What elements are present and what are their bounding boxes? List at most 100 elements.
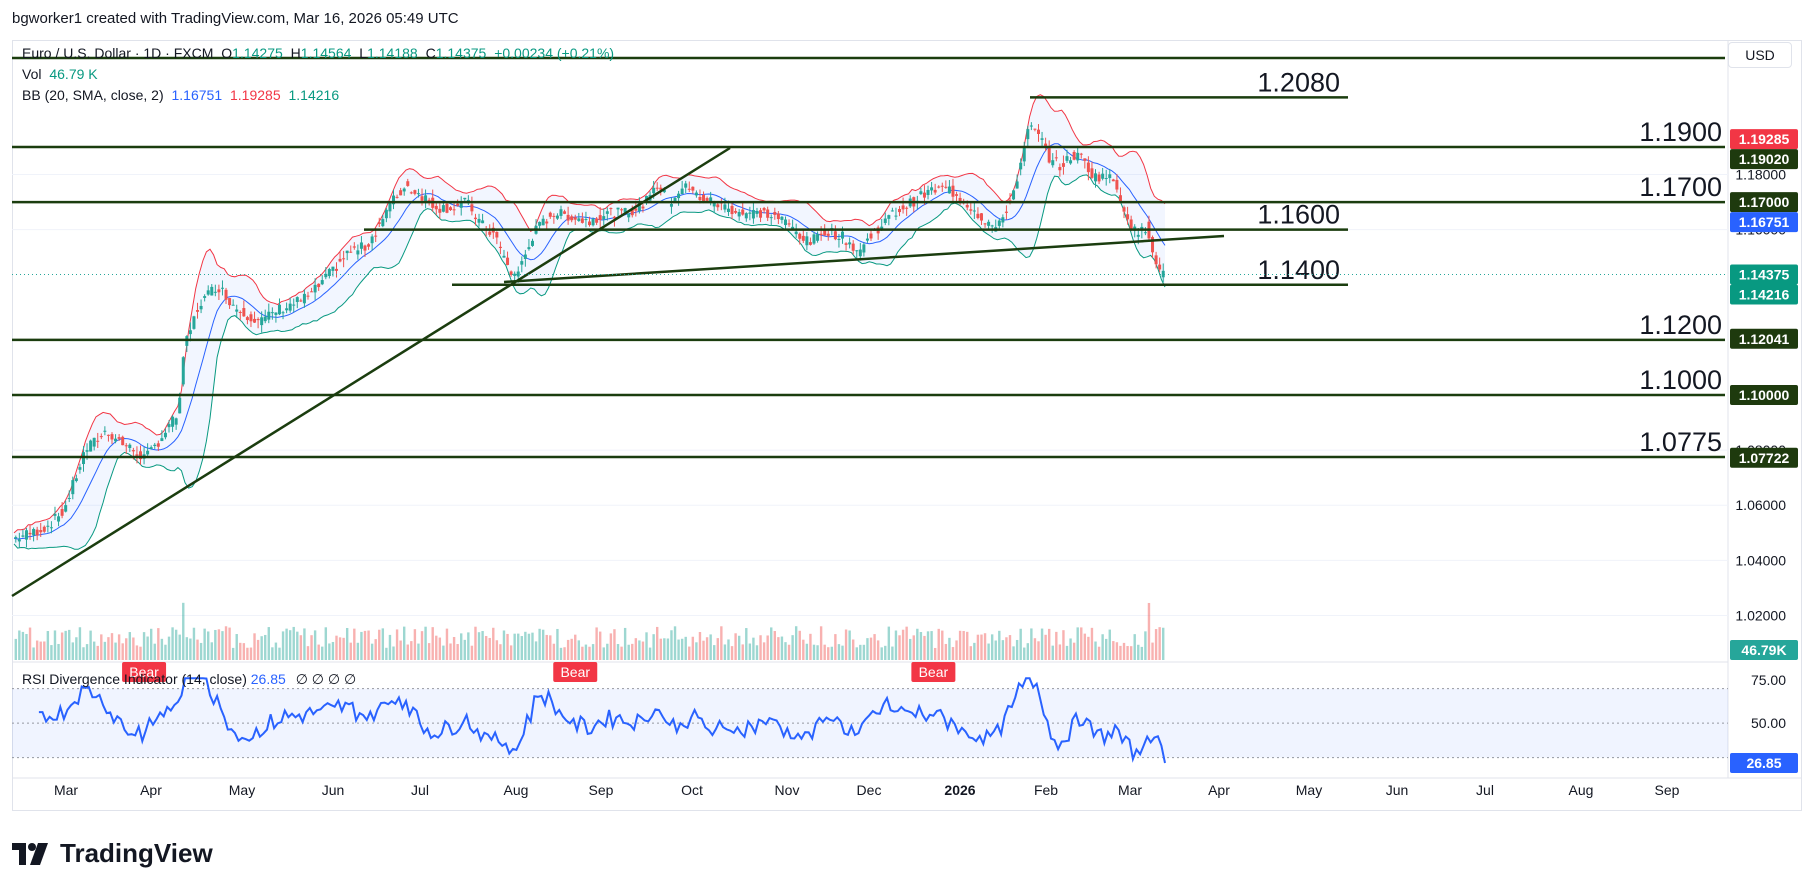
volume-bar — [727, 639, 730, 660]
candle-body — [477, 218, 481, 223]
candle-body — [823, 228, 827, 236]
candle-body — [570, 216, 574, 221]
volume-bar — [520, 636, 523, 660]
volume-bar — [431, 627, 434, 660]
volume-bar — [228, 627, 231, 660]
symbol-name[interactable]: Euro / U.S. Dollar · 1D · FXCM — [22, 45, 214, 61]
volume-bar — [449, 643, 452, 660]
candle-body — [933, 189, 937, 193]
volume-bar — [556, 628, 559, 660]
candle-body — [449, 207, 453, 211]
candle-body — [1129, 219, 1133, 230]
candle-body — [641, 206, 645, 209]
volume-bar — [823, 644, 826, 660]
candle-body — [292, 304, 296, 306]
volume-bar — [549, 635, 552, 660]
volume-bar — [249, 647, 253, 660]
chart-frame — [12, 40, 1802, 811]
rsi-label: RSI Divergence Indicator (14, close) — [22, 671, 247, 687]
volume-bar — [178, 634, 181, 660]
candle-body — [1151, 237, 1155, 253]
volume-bar — [741, 644, 744, 660]
candle-body — [224, 289, 228, 300]
volume-bar — [260, 636, 263, 660]
candle-body — [890, 210, 894, 212]
tradingview-logo[interactable]: TradingView — [12, 838, 213, 869]
candles — [14, 122, 1165, 548]
candle-body — [612, 216, 616, 219]
volume-bar — [873, 634, 876, 660]
volume-bar — [167, 636, 171, 660]
candle-body — [1108, 174, 1112, 179]
candle-body — [623, 208, 627, 213]
volume-bar — [659, 638, 662, 660]
volume-bar — [117, 634, 121, 660]
candle-body — [163, 432, 167, 438]
candle-body — [1065, 156, 1069, 161]
volume-bar — [192, 627, 196, 660]
candle-body — [110, 434, 114, 440]
time-tick-label: Sep — [589, 782, 614, 798]
volume-legend[interactable]: Vol 46.79 K — [22, 66, 102, 82]
volume-bar — [310, 635, 313, 660]
candle-body — [602, 216, 606, 220]
volume-bar — [962, 630, 965, 660]
candle-body — [819, 233, 823, 235]
candle-body — [206, 290, 210, 295]
bollinger-legend[interactable]: BB (20, SMA, close, 2) 1.16751 1.19285 1… — [22, 87, 343, 103]
candle-body — [481, 220, 485, 224]
volume-bar — [855, 647, 858, 660]
volume-bar — [705, 637, 709, 660]
volume-bar — [966, 631, 969, 660]
candle-body — [794, 231, 798, 235]
candle-body — [630, 209, 634, 216]
high-value: 1.14564 — [300, 45, 352, 61]
candle-body — [1083, 158, 1087, 161]
candle-body — [384, 209, 388, 219]
volume-bar — [39, 641, 42, 660]
candle-body — [392, 195, 396, 205]
candle-body — [156, 443, 160, 447]
bear-divergence-badge — [122, 662, 167, 682]
candle-body — [944, 186, 948, 188]
volume-bar — [1108, 629, 1111, 660]
volume-bar — [438, 637, 442, 660]
volume-bar — [499, 644, 502, 660]
volume-bar — [745, 628, 748, 660]
candle-body — [363, 245, 367, 251]
candle-body — [1079, 153, 1083, 155]
candle-body — [983, 223, 987, 225]
volume-bar — [837, 644, 841, 660]
candle-body — [60, 509, 64, 516]
candle-body — [541, 218, 545, 226]
volume-bar — [905, 626, 908, 660]
level-price-label: 1.0775 — [1639, 427, 1722, 457]
candle-body — [922, 192, 926, 198]
candle-body — [285, 308, 289, 311]
volume-bar — [648, 647, 652, 660]
rising-trendline — [11, 146, 731, 598]
level-price-label: 1.1700 — [1639, 172, 1722, 202]
candle-body — [669, 203, 673, 207]
volume-bar — [645, 632, 648, 660]
volume-bar — [495, 640, 499, 660]
candle-body — [1054, 157, 1058, 159]
volume-bar — [427, 643, 431, 660]
volume-bar — [862, 644, 866, 660]
volume-bar — [467, 632, 470, 660]
currency-button[interactable]: USD — [1728, 42, 1792, 68]
volume-bar — [588, 646, 591, 660]
volume-bar — [1030, 628, 1033, 660]
volume-bar — [392, 646, 395, 660]
candle-body — [1161, 270, 1165, 278]
volume-bar — [534, 641, 538, 660]
volume-bar — [64, 630, 67, 660]
bear-divergence-label: Bear — [129, 664, 159, 680]
rsi-legend[interactable]: RSI Divergence Indicator (14, close) 26.… — [22, 671, 356, 688]
volume-bar — [313, 630, 317, 660]
symbol-legend[interactable]: Euro / U.S. Dollar · 1D · FXCM O1.14275 … — [22, 45, 618, 61]
volume-bar — [923, 635, 926, 660]
volume-bar — [374, 639, 377, 660]
volume-bar — [570, 638, 573, 660]
